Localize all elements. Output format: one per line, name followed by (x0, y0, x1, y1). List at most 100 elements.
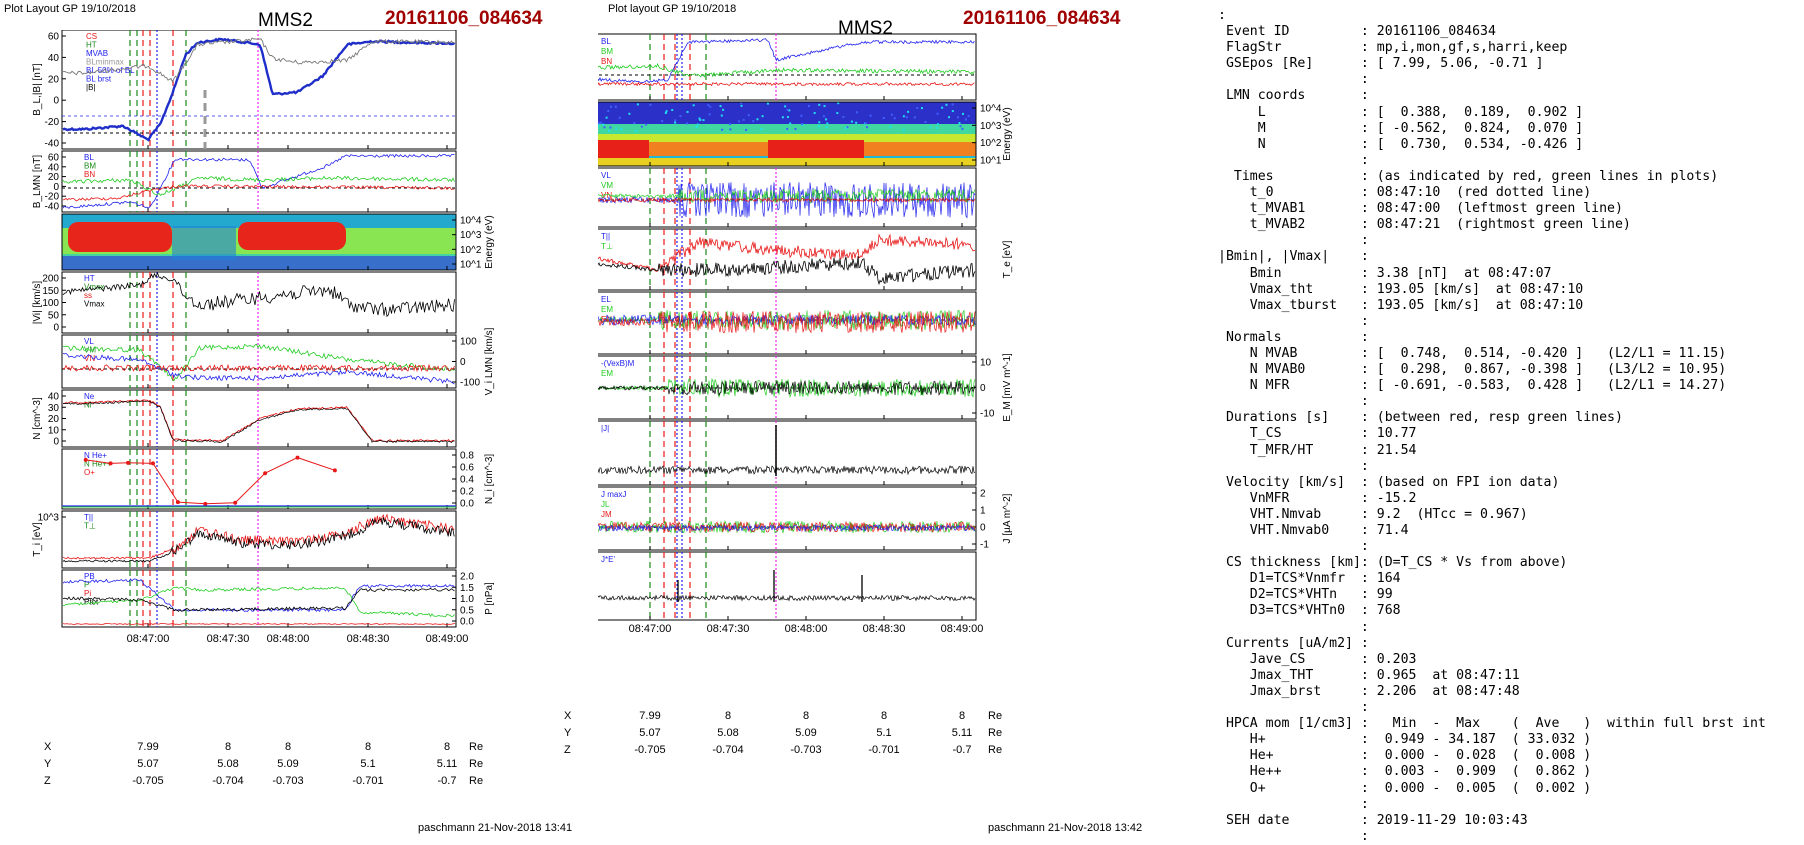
y-axis-label: N_i [cm^-3] (484, 454, 495, 504)
series-line-vm (598, 187, 976, 204)
legend-entry: VN (84, 354, 95, 363)
legend-entry: J*E' (601, 555, 615, 564)
position-value: 7.99 (639, 710, 661, 722)
spectrogram-speckle (747, 114, 750, 117)
spectrogram-speckle (609, 126, 612, 129)
position-value: 8 (880, 710, 888, 722)
spectrogram-speckle (825, 118, 828, 121)
legend-entry: Ni (84, 401, 92, 410)
series-line-vl (62, 353, 455, 385)
y-tick-label: -40 (45, 139, 60, 150)
spectrogram-speckle (961, 112, 964, 115)
position-row: Y 5.07 5.08 5.09 5.1 5.11 Re (44, 758, 564, 774)
info-line: : (1218, 394, 1369, 410)
info-line: : (1218, 152, 1369, 168)
legend-entry: T⊥ (84, 522, 96, 531)
position-row-label: Y (44, 758, 52, 770)
series-line-bm (62, 175, 455, 196)
info-line: Bmin : 3.38 [nT] at 08:47:07 (1218, 265, 1552, 281)
spectrogram-speckle (924, 120, 927, 123)
legend-entry: Vmax (84, 283, 104, 292)
y-tick-label-right: 0.0 (460, 499, 474, 510)
position-value: -0.705 (634, 744, 666, 756)
info-line: GSEpos [Re] : [ 7.99, 5.06, -0.71 ] (1218, 56, 1544, 72)
right-chart-stack: 08:47:00 08:47:30 08:48:00 08:48:30 08:49:00… (598, 33, 1013, 635)
position-row: X 7.99 8 8 8 8 Re (564, 710, 1146, 726)
series-line-bm (598, 62, 975, 78)
legend-entry: EL (601, 295, 611, 304)
spectrogram-speckle (719, 105, 722, 108)
position-value: -0.704 (212, 775, 244, 787)
series-line-vi (62, 271, 455, 318)
y-tick-label-right: 10^3 (460, 230, 482, 241)
position-value: 5.09 (277, 758, 299, 770)
left-position-table: X 7.99 8 8 8 8 Re Y 5.07 5.08 5.09 5.1 5.11 Re Z -0.705… (44, 741, 544, 809)
left-footer: paschmann 21-Nov-2018 13:41 (418, 822, 573, 834)
y-axis-label: B_LMN [nT] (32, 155, 43, 209)
spectrogram-speckle (825, 126, 828, 129)
y-axis-label: E_M [mV m^-1] (1002, 353, 1013, 422)
y-tick-label-right: 0.0 (460, 617, 474, 628)
spectrogram-speckle (599, 121, 602, 124)
info-line: N : [ 0.730, 0.534, -0.426 ] (1218, 136, 1584, 152)
info-line: : (1218, 233, 1369, 249)
y-tick-label: 40 (48, 53, 60, 64)
y-tick-label-right: 1.5 (460, 583, 474, 594)
y-tick-label: -20 (45, 117, 60, 128)
position-value: 5.11 (951, 727, 973, 739)
spectrogram-speckle (649, 103, 652, 106)
info-line: : (1218, 796, 1369, 812)
spectrogram-speckle (742, 118, 745, 121)
position-value: 8 (443, 741, 451, 753)
spectrogram-speckle (692, 104, 695, 107)
spectrogram-speckle (686, 110, 689, 113)
series-line-jn (598, 523, 976, 533)
y-tick-label: 40 (48, 162, 60, 173)
legend-entry: BL (601, 37, 611, 46)
spectrogram-speckle (708, 113, 711, 116)
y-tick-label: -20 (45, 192, 60, 203)
spectrogram-speckle (889, 125, 892, 128)
position-value: 5.07 (639, 727, 661, 739)
time-tick-label: 08:47:30 (207, 633, 250, 645)
y-tick-label-right: 100 (460, 337, 477, 348)
y-tick-label: 150 (42, 286, 59, 297)
data-point (108, 461, 113, 466)
data-point (295, 455, 300, 460)
spectrogram-speckle (855, 121, 858, 124)
spectrogram-speckle (784, 105, 787, 108)
right-panel-frame-7 (598, 486, 977, 551)
spectrogram-speckle (789, 122, 792, 125)
right-panel-frame-1 (598, 101, 977, 167)
series-line-ptot (62, 578, 455, 613)
spectrogram-speckle (893, 117, 896, 120)
y-tick-label-right: 10^2 (980, 138, 1002, 149)
time-tick-label: 08:48:00 (267, 633, 310, 645)
y-tick-label: 10 (48, 425, 60, 436)
y-tick-label-right: 10^1 (460, 260, 482, 271)
legend-entry: JL (601, 500, 610, 509)
time-tick-label: 08:47:30 (707, 623, 750, 635)
info-line: SEH date : 2019-11-29 10:03:43 (1218, 812, 1528, 828)
position-value: -0.705 (132, 775, 164, 787)
spectrogram-speckle (745, 128, 748, 131)
spectrogram-speckle (837, 102, 840, 105)
info-line: Velocity [km/s] : (based on FPI ion data… (1218, 474, 1560, 490)
info-line: He+ : 0.000 - 0.028 ( 0.008 ) (1218, 748, 1592, 764)
position-value: -0.703 (790, 744, 822, 756)
spectrogram-speckle (850, 120, 853, 123)
right-panel-frame-8 (598, 551, 977, 621)
position-value: -0.701 (868, 744, 900, 756)
spectrogram-speckle (614, 105, 617, 108)
right-panel-frame-4 (598, 291, 977, 355)
info-line: D2=TCS*VHTn : 99 (1218, 587, 1393, 603)
spectrogram-speckle (603, 126, 606, 129)
legend-entry: MVAB (86, 49, 108, 58)
y-axis-label: Energy (eV) (1002, 107, 1013, 160)
spectrogram-speckle (598, 122, 601, 125)
spectrogram-speckle (959, 125, 962, 128)
right-event-title: 20161106_084634 (963, 8, 1121, 29)
data-point (150, 461, 155, 466)
legend-entry: HT (84, 274, 95, 283)
y-tick-label-right: 10^4 (460, 216, 482, 227)
